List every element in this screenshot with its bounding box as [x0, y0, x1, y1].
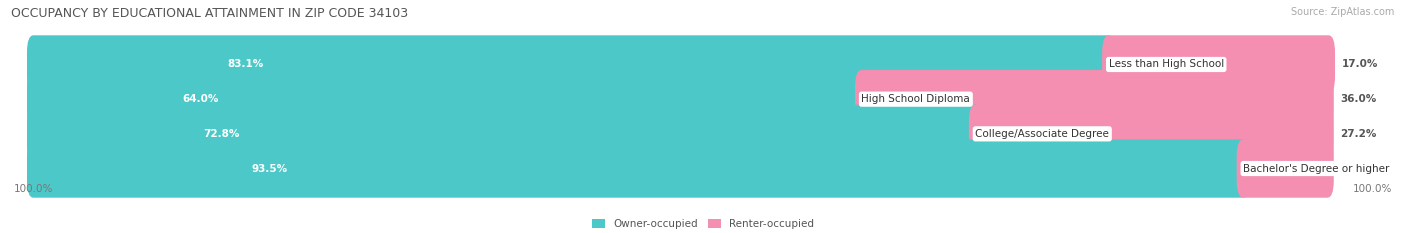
- FancyBboxPatch shape: [855, 70, 1334, 128]
- Text: 17.0%: 17.0%: [1341, 59, 1378, 69]
- FancyBboxPatch shape: [27, 70, 1334, 128]
- Text: College/Associate Degree: College/Associate Degree: [976, 129, 1109, 139]
- FancyBboxPatch shape: [969, 105, 1334, 163]
- FancyBboxPatch shape: [27, 70, 868, 128]
- FancyBboxPatch shape: [27, 139, 1250, 198]
- Text: 36.0%: 36.0%: [1340, 94, 1376, 104]
- FancyBboxPatch shape: [27, 35, 1334, 94]
- Text: Bachelor's Degree or higher: Bachelor's Degree or higher: [1243, 164, 1389, 174]
- Text: High School Diploma: High School Diploma: [862, 94, 970, 104]
- Text: OCCUPANCY BY EDUCATIONAL ATTAINMENT IN ZIP CODE 34103: OCCUPANCY BY EDUCATIONAL ATTAINMENT IN Z…: [11, 7, 408, 20]
- FancyBboxPatch shape: [27, 35, 1115, 94]
- Text: 64.0%: 64.0%: [183, 94, 219, 104]
- Text: 83.1%: 83.1%: [226, 59, 263, 69]
- Text: 93.5%: 93.5%: [252, 164, 287, 174]
- FancyBboxPatch shape: [1102, 35, 1336, 94]
- Text: Source: ZipAtlas.com: Source: ZipAtlas.com: [1291, 7, 1395, 17]
- FancyBboxPatch shape: [27, 139, 1334, 198]
- Legend: Owner-occupied, Renter-occupied: Owner-occupied, Renter-occupied: [588, 215, 818, 233]
- FancyBboxPatch shape: [1237, 139, 1334, 198]
- Text: Less than High School: Less than High School: [1108, 59, 1223, 69]
- Text: 100.0%: 100.0%: [1353, 184, 1392, 194]
- Text: 27.2%: 27.2%: [1340, 129, 1376, 139]
- Text: 100.0%: 100.0%: [14, 184, 53, 194]
- FancyBboxPatch shape: [27, 105, 981, 163]
- Text: 72.8%: 72.8%: [202, 129, 239, 139]
- Text: 6.5%: 6.5%: [1340, 164, 1369, 174]
- FancyBboxPatch shape: [27, 105, 1334, 163]
